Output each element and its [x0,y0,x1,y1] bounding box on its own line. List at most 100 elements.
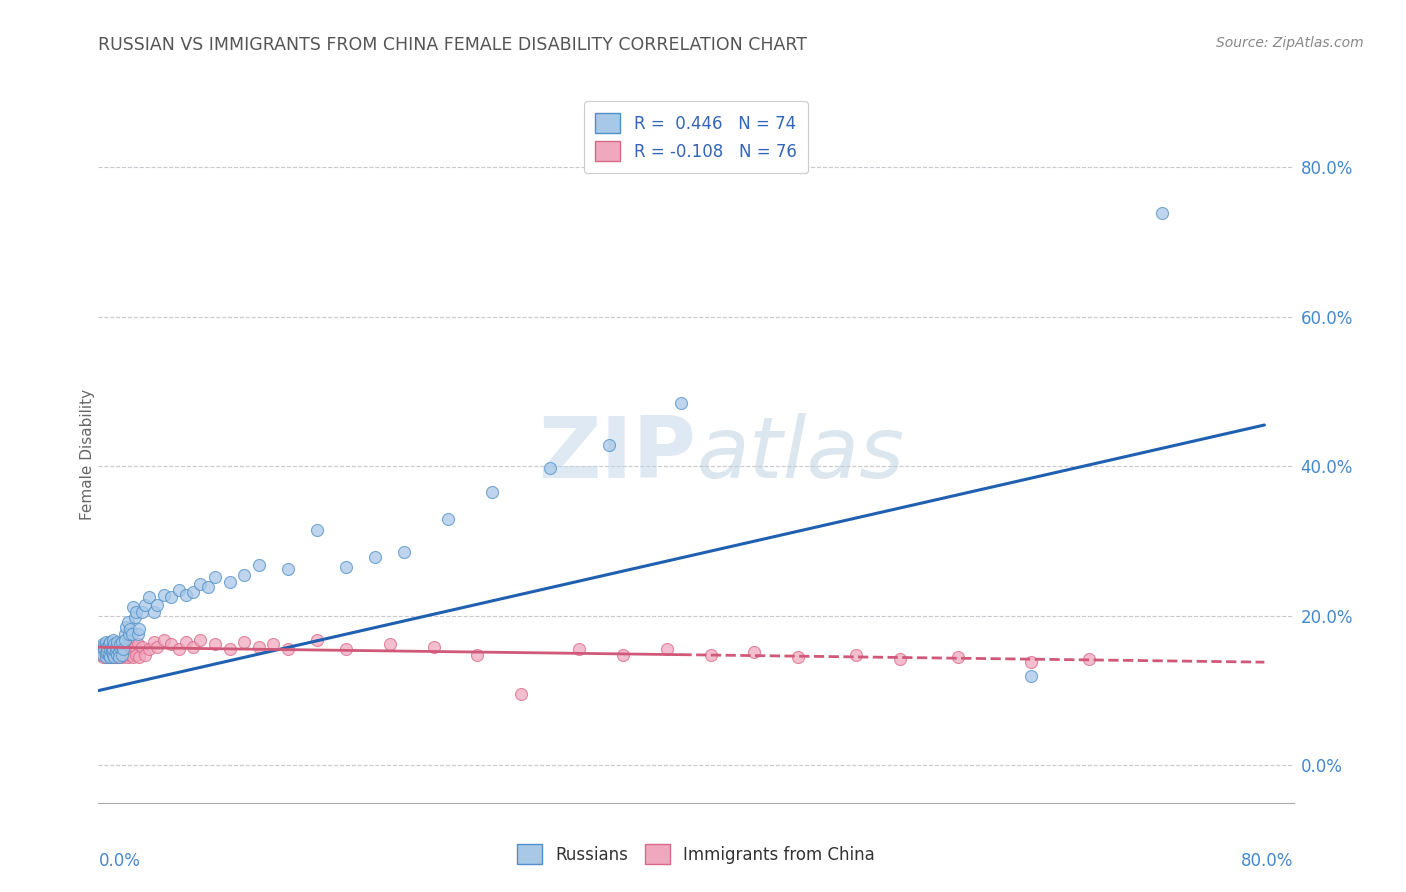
Point [105,635,128,649]
Point [98,649,121,664]
Point [233,635,256,649]
Point [160,590,183,604]
Point [277,562,299,576]
Point [121,627,143,641]
Point [125,648,148,662]
Point [104,649,127,664]
Point [160,637,183,651]
Point [467,648,489,662]
Point [94,635,117,649]
Point [94,648,117,662]
Point [97,648,120,662]
Point [96,645,118,659]
Point [100,645,122,659]
Point [138,590,160,604]
Point [128,649,150,664]
Point [948,649,970,664]
Point [101,632,124,647]
Point [121,642,143,657]
Point [115,620,138,634]
Point [131,640,153,655]
Text: RUSSIAN VS IMMIGRANTS FROM CHINA FEMALE DISABILITY CORRELATION CHART: RUSSIAN VS IMMIGRANTS FROM CHINA FEMALE … [98,36,807,54]
Point [98,649,121,664]
Point [97,648,120,662]
Point [117,649,139,664]
Point [101,649,124,664]
Point [94,637,117,651]
Point [108,645,131,659]
Point [118,627,141,641]
Point [335,642,357,657]
Point [91,648,114,662]
Text: 0.0%: 0.0% [98,852,141,870]
Point [742,645,765,659]
Point [114,648,136,662]
Point [845,648,868,662]
Point [181,584,204,599]
Point [247,640,270,655]
Point [612,648,634,662]
Text: atlas: atlas [696,413,904,497]
Point [134,648,156,662]
Point [510,687,533,701]
Point [108,637,131,651]
Point [110,637,132,651]
Point [568,642,591,657]
Point [93,639,115,653]
Point [96,649,118,664]
Point [110,640,132,655]
Point [97,637,120,651]
Point [89,640,111,655]
Point [103,637,125,651]
Point [120,622,142,636]
Point [364,550,387,565]
Point [108,649,131,664]
Point [105,648,128,662]
Point [90,642,112,657]
Point [93,642,115,657]
Point [111,642,134,657]
Point [93,640,115,655]
Point [117,615,139,629]
Point [1019,668,1042,682]
Point [110,640,132,655]
Point [889,652,911,666]
Point [671,395,693,409]
Point [247,558,270,572]
Point [122,599,145,614]
Point [112,642,135,657]
Y-axis label: Female Disability: Female Disability [80,389,94,521]
Point [305,632,328,647]
Point [101,642,124,657]
Point [120,648,142,662]
Point [104,640,127,655]
Point [174,588,197,602]
Point [94,649,117,664]
Point [218,642,240,657]
Point [91,649,114,664]
Point [125,605,148,619]
Point [98,635,121,649]
Point [111,648,134,662]
Point [142,635,165,649]
Point [98,642,121,657]
Point [122,649,145,664]
Point [105,648,128,662]
Point [104,645,127,659]
Point [197,580,219,594]
Point [131,605,153,619]
Point [98,642,121,657]
Point [104,640,127,655]
Point [145,640,167,655]
Point [174,635,197,649]
Point [115,642,138,657]
Point [335,560,357,574]
Point [277,642,299,657]
Point [138,642,160,657]
Point [190,577,212,591]
Point [305,523,328,537]
Point [100,648,122,662]
Point [91,637,114,651]
Point [1078,652,1101,666]
Point [103,648,125,662]
